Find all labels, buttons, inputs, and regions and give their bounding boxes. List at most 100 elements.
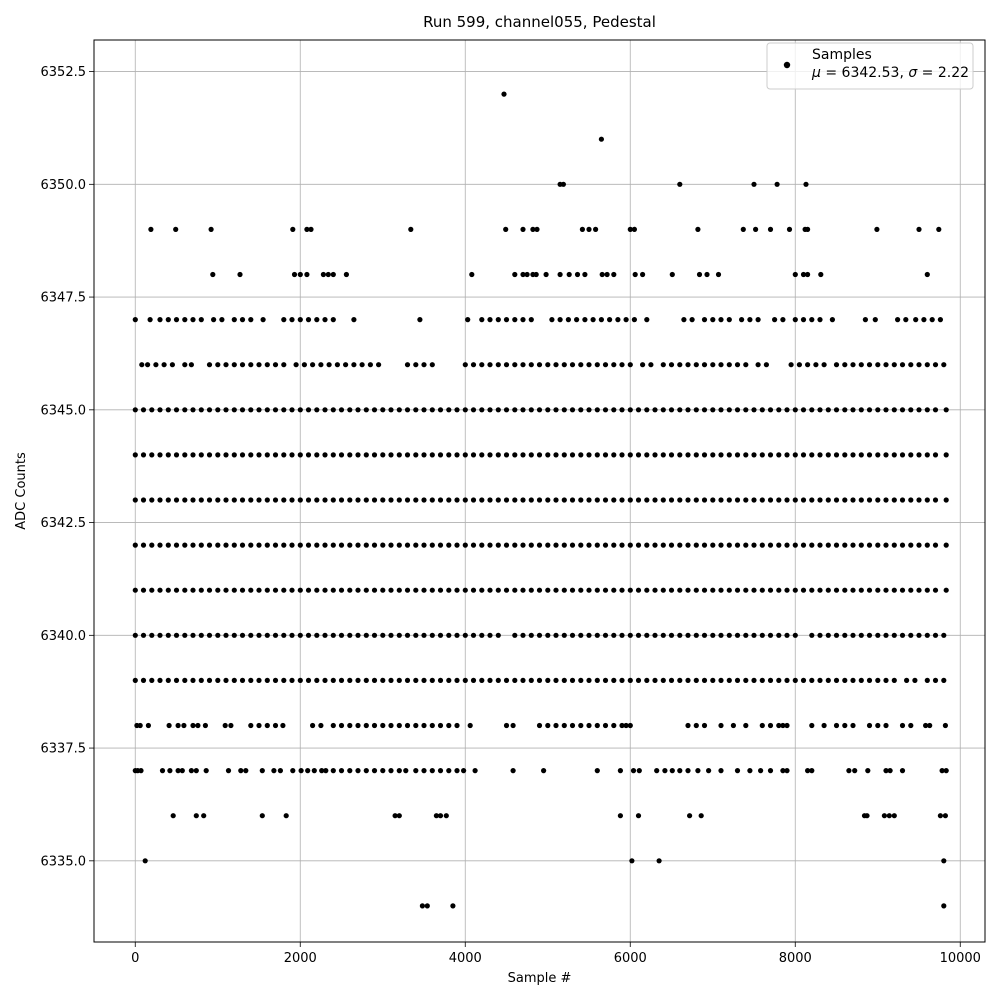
data-point bbox=[792, 677, 798, 684]
data-point bbox=[281, 452, 287, 458]
data-point bbox=[809, 452, 815, 458]
data-point bbox=[256, 542, 262, 548]
data-point bbox=[730, 722, 737, 729]
data-point bbox=[726, 317, 732, 323]
data-point bbox=[297, 317, 303, 323]
data-point bbox=[343, 362, 349, 368]
data-point bbox=[800, 407, 807, 413]
data-point bbox=[833, 632, 840, 638]
data-point bbox=[693, 497, 699, 503]
data-point bbox=[272, 722, 279, 729]
data-point bbox=[710, 362, 716, 368]
data-point bbox=[454, 407, 460, 413]
data-point bbox=[165, 452, 171, 458]
data-point bbox=[660, 452, 666, 458]
data-point bbox=[602, 362, 609, 368]
data-point bbox=[594, 587, 600, 593]
data-point bbox=[776, 677, 782, 684]
data-point bbox=[140, 452, 147, 458]
data-point bbox=[512, 632, 518, 638]
data-point bbox=[726, 407, 732, 413]
data-point bbox=[586, 722, 592, 729]
data-point bbox=[578, 452, 584, 458]
data-point bbox=[264, 542, 270, 548]
data-point bbox=[759, 497, 765, 503]
data-point bbox=[602, 407, 609, 413]
data-point bbox=[355, 452, 361, 458]
data-point bbox=[175, 722, 181, 729]
data-point bbox=[718, 542, 724, 548]
data-point bbox=[693, 407, 699, 413]
data-point bbox=[899, 407, 906, 413]
data-point bbox=[429, 542, 435, 548]
data-point bbox=[825, 632, 831, 638]
data-point bbox=[780, 722, 786, 729]
data-point bbox=[903, 317, 909, 323]
data-point bbox=[916, 632, 922, 638]
data-point bbox=[817, 677, 823, 684]
data-point bbox=[627, 497, 633, 503]
data-point bbox=[774, 181, 780, 187]
data-point bbox=[701, 632, 708, 638]
data-point bbox=[648, 362, 654, 368]
data-point bbox=[277, 768, 283, 774]
data-point bbox=[644, 632, 650, 638]
data-point bbox=[461, 768, 467, 774]
data-point bbox=[916, 497, 922, 503]
data-point bbox=[751, 542, 757, 548]
data-point bbox=[330, 677, 336, 684]
data-point bbox=[239, 542, 246, 548]
data-point bbox=[512, 317, 518, 323]
data-point bbox=[784, 407, 790, 413]
data-point bbox=[256, 497, 262, 503]
data-point bbox=[305, 768, 311, 774]
data-point bbox=[322, 542, 328, 548]
data-point bbox=[891, 677, 897, 684]
data-point bbox=[908, 497, 914, 503]
y-tick-label: 6340.0 bbox=[41, 629, 87, 644]
data-point bbox=[437, 587, 444, 593]
x-axis-label: Sample # bbox=[508, 971, 572, 986]
data-point bbox=[916, 587, 922, 593]
data-point bbox=[866, 497, 873, 503]
data-point bbox=[153, 362, 159, 368]
data-point bbox=[536, 362, 543, 368]
data-point bbox=[767, 226, 774, 232]
data-point bbox=[908, 632, 914, 638]
y-tick-label: 6345.0 bbox=[41, 403, 87, 418]
data-point bbox=[818, 271, 824, 278]
data-point bbox=[809, 722, 815, 729]
data-point bbox=[685, 722, 691, 729]
data-point bbox=[351, 362, 357, 368]
data-point bbox=[512, 452, 518, 458]
data-point bbox=[726, 587, 732, 593]
data-point bbox=[256, 632, 262, 638]
data-point bbox=[173, 497, 180, 503]
data-point bbox=[767, 452, 774, 458]
data-point bbox=[792, 632, 798, 638]
data-point bbox=[371, 632, 378, 638]
data-point bbox=[710, 317, 716, 323]
data-point bbox=[495, 587, 501, 593]
data-point bbox=[932, 677, 939, 684]
data-point bbox=[704, 271, 710, 278]
data-point bbox=[512, 677, 518, 684]
data-point bbox=[891, 542, 897, 548]
data-point bbox=[248, 317, 254, 323]
data-point bbox=[652, 677, 658, 684]
data-point bbox=[747, 317, 753, 323]
data-point bbox=[215, 452, 221, 458]
data-point bbox=[298, 768, 304, 774]
data-point bbox=[338, 722, 345, 729]
data-point bbox=[883, 632, 889, 638]
data-point bbox=[429, 722, 435, 729]
data-point bbox=[297, 271, 303, 278]
data-point bbox=[681, 317, 687, 323]
data-point bbox=[685, 587, 691, 593]
data-point bbox=[528, 587, 534, 593]
data-point bbox=[528, 677, 534, 684]
data-point bbox=[454, 722, 460, 729]
data-point bbox=[660, 632, 666, 638]
data-point bbox=[937, 317, 944, 323]
